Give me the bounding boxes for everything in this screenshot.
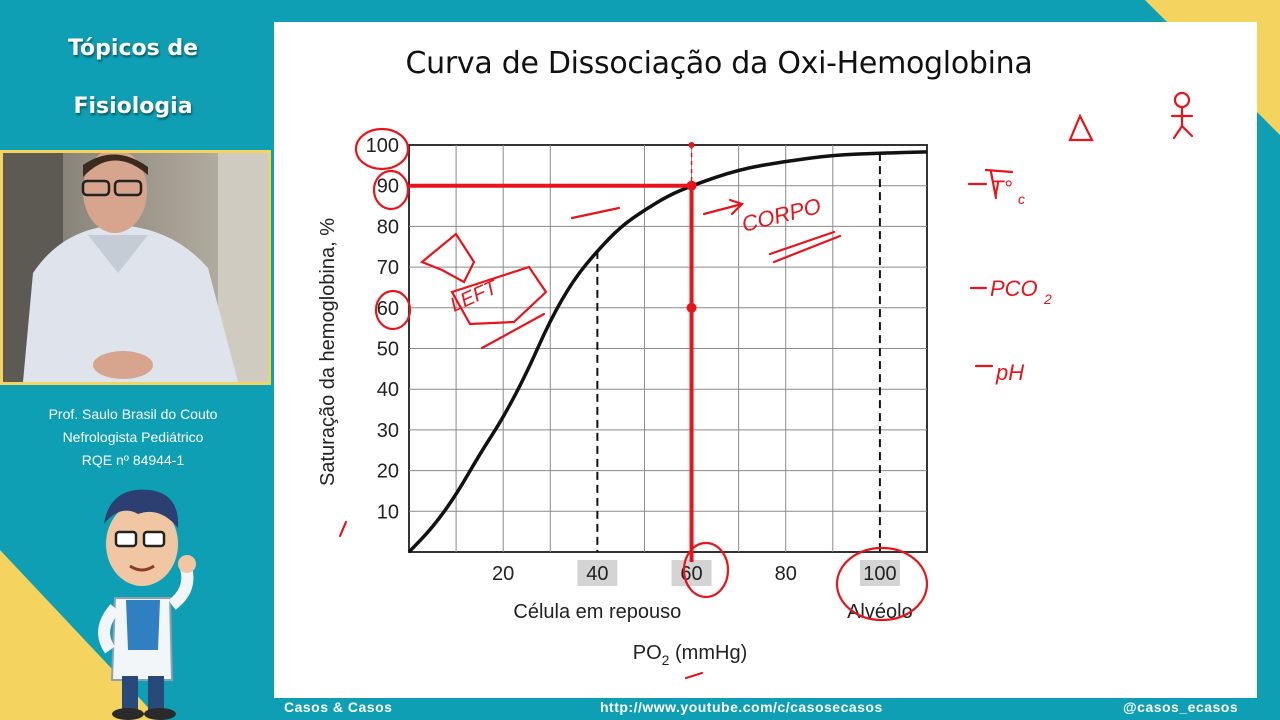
svg-text:T°: T°: [990, 176, 1012, 201]
x-tick-highlight: [577, 560, 618, 586]
doctor-mascot: [98, 489, 196, 720]
y-tick-label: 60: [377, 298, 399, 320]
topic-title-line1: Tópicos de: [67, 36, 199, 61]
slide-panel: Curva de Dissociação da Oxi-Hemoglobina: [274, 22, 1257, 698]
y-tick-label: 70: [377, 257, 399, 279]
x-tick-highlight: [859, 560, 900, 586]
dissociation-curve: [407, 150, 928, 554]
y-tick-label: 10: [377, 501, 399, 523]
presenter-video: [3, 153, 268, 382]
professor-name: Prof. Saulo Brasil do Couto: [48, 406, 218, 422]
svg-text:pH: pH: [995, 360, 1024, 385]
x-tick-label: 80: [775, 563, 797, 585]
y-tick-label: 90: [377, 176, 399, 198]
professor-rqe: RQE nº 84944-1: [81, 452, 185, 468]
y-tick-label: 40: [377, 379, 399, 401]
x-tick-highlight: [671, 560, 712, 586]
professor-info: Prof. Saulo Brasil do Couto Nefrologista…: [0, 403, 266, 472]
y-tick-label: 80: [377, 216, 399, 238]
reference-point: [686, 180, 697, 191]
x-tick-label: 100: [863, 563, 896, 585]
y-tick-label: 100: [366, 135, 399, 157]
svg-text:2: 2: [1043, 291, 1052, 307]
svg-text:LEFT: LEFT: [447, 276, 502, 317]
x-axis-label: PO2 (mmHg): [633, 642, 747, 668]
webcam-feed: [0, 150, 271, 385]
svg-text:c: c: [1018, 191, 1025, 207]
handwritten-annotations: [338, 91, 1194, 680]
y-axis-label: Saturação da hemoglobina, %: [317, 218, 339, 486]
topic-title-line2: Fisiologia: [73, 94, 193, 119]
x-tick-label: 40: [586, 563, 608, 585]
footer-brand: Casos & Casos: [284, 699, 393, 715]
svg-text:CORPO: CORPO: [739, 193, 823, 237]
footer-url-link[interactable]: http://www.youtube.com/c/casosecasos: [600, 699, 883, 715]
y-tick-label: 50: [377, 339, 399, 361]
chart-grid: [408, 144, 928, 553]
y-tick-labels: 10 20 30 40 50 60 70 80 90 100: [366, 135, 399, 523]
x-tick-label: 20: [492, 563, 514, 585]
footer-social-handle: @casos_ecasos: [1123, 699, 1239, 715]
oxyhemoglobin-chart: 10 20 30 40 50 60 70 80 90 100 20 40 60 80 100 Célula …: [317, 91, 1194, 680]
svg-text:PCO: PCO: [990, 276, 1038, 301]
professor-specialty: Nefrologista Pediátrico: [62, 429, 204, 445]
reference-lines: [409, 142, 697, 562]
y-tick-label: 20: [377, 461, 399, 483]
x-marker-label: Célula em repouso: [513, 601, 681, 623]
y-tick-label: 30: [377, 420, 399, 442]
reference-point: [686, 302, 697, 313]
reference-point: [688, 142, 695, 148]
chart-title: Curva de Dissociação da Oxi-Hemoglobina: [405, 46, 1033, 81]
